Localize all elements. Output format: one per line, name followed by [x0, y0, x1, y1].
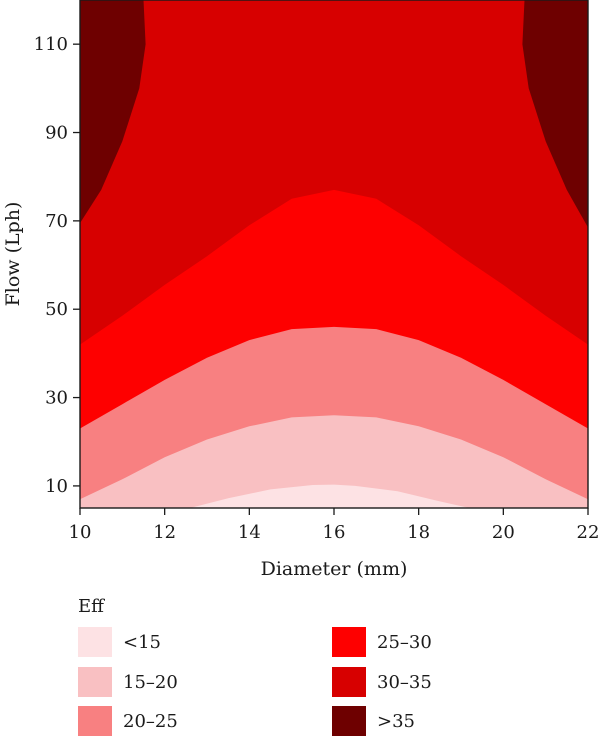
legend-label-gt35: >35 [377, 711, 415, 732]
legend-label-lt15: <15 [123, 632, 161, 653]
band-gt35-region-right [522, 0, 588, 228]
y-tick-label: 30 [45, 388, 68, 409]
legend-label-25-30: 25–30 [377, 632, 432, 653]
y-axis-title: Flow (Lph) [2, 202, 24, 307]
band-gt35-region-left [80, 0, 146, 224]
contour-fill-layer [80, 0, 588, 508]
x-tick-label: 14 [238, 522, 261, 543]
band-15-20-region [80, 415, 588, 508]
x-tick-label: 18 [407, 522, 430, 543]
y-tick-label: 90 [45, 123, 68, 144]
x-tick-label: 16 [323, 522, 346, 543]
legend-label-15-20: 15–20 [123, 672, 178, 693]
legend-label-30-35: 30–35 [377, 672, 432, 693]
legend: Eff <15 15–20 20–25 25–30 30–35 >35 [0, 592, 600, 736]
legend-swatch-lt15 [78, 627, 112, 657]
y-axis: 10 30 50 70 90 110 [34, 34, 80, 497]
y-tick-label: 70 [45, 211, 68, 232]
x-tick-label: 12 [153, 522, 176, 543]
legend-swatch-gt35 [332, 706, 366, 736]
x-tick-label: 20 [492, 522, 515, 543]
y-tick-label: 10 [45, 476, 68, 497]
legend-swatch-25-30 [332, 627, 366, 657]
x-tick-label: 22 [577, 522, 600, 543]
y-tick-label: 50 [45, 299, 68, 320]
contour-plot-svg: 10 12 14 16 18 20 22 10 30 50 70 90 110 Diameter (m… [2, 0, 600, 580]
legend-title: Eff [78, 596, 104, 617]
x-axis: 10 12 14 16 18 20 22 [69, 508, 600, 543]
band-lt15-region [190, 484, 470, 508]
legend-label-20-25: 20–25 [123, 711, 178, 732]
x-axis-title: Diameter (mm) [261, 558, 408, 580]
legend-swatch-30-35 [332, 667, 366, 697]
legend-swatch-20-25 [78, 706, 112, 736]
x-tick-label: 10 [69, 522, 92, 543]
y-tick-label: 110 [34, 34, 68, 55]
contour-chart: 10 12 14 16 18 20 22 10 30 50 70 90 110 Diameter (m… [2, 0, 600, 580]
legend-swatch-15-20 [78, 667, 112, 697]
